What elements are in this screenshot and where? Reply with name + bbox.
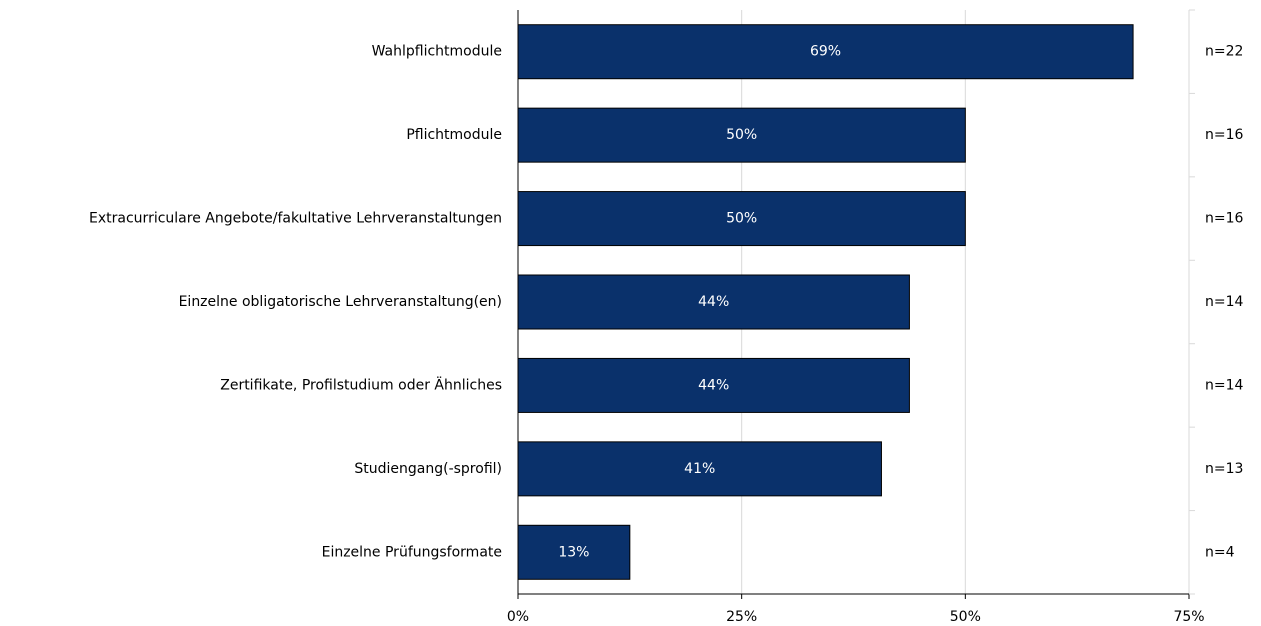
value-label: 50% — [726, 127, 757, 143]
value-label: 41% — [684, 461, 715, 477]
value-label: 44% — [698, 377, 729, 393]
n-label: n=16 — [1205, 127, 1244, 143]
x-tick-label: 25% — [726, 609, 757, 625]
category-label: Wahlpflichtmodule — [372, 44, 502, 60]
n-label: n=14 — [1205, 377, 1244, 393]
n-label: n=13 — [1205, 461, 1243, 477]
value-label: 13% — [558, 544, 589, 560]
category-label: Einzelne Prüfungsformate — [322, 544, 502, 560]
bar — [517, 524, 631, 580]
x-tick-label: 75% — [1173, 609, 1204, 625]
value-label: 44% — [698, 294, 729, 310]
n-label: n=22 — [1205, 44, 1243, 60]
category-label: Pflichtmodule — [406, 127, 502, 143]
value-label: 50% — [726, 211, 757, 227]
n-label: n=4 — [1205, 544, 1235, 560]
n-label: n=16 — [1205, 211, 1244, 227]
x-tick-label: 0% — [507, 609, 529, 625]
category-label: Studiengang(-sprofil) — [354, 461, 502, 477]
bar — [517, 107, 966, 163]
x-tick-label: 50% — [950, 609, 981, 625]
category-label: Zertifikate, Profilstudium oder Ähnliche… — [220, 375, 502, 393]
bar — [517, 24, 1134, 80]
category-label: Extracurriculare Angebote/fakultative Le… — [89, 211, 502, 227]
n-label: n=14 — [1205, 294, 1244, 310]
bar — [517, 191, 966, 247]
bar — [517, 274, 910, 330]
category-label: Einzelne obligatorische Lehrveranstaltun… — [179, 294, 502, 310]
value-label: 69% — [810, 44, 841, 60]
